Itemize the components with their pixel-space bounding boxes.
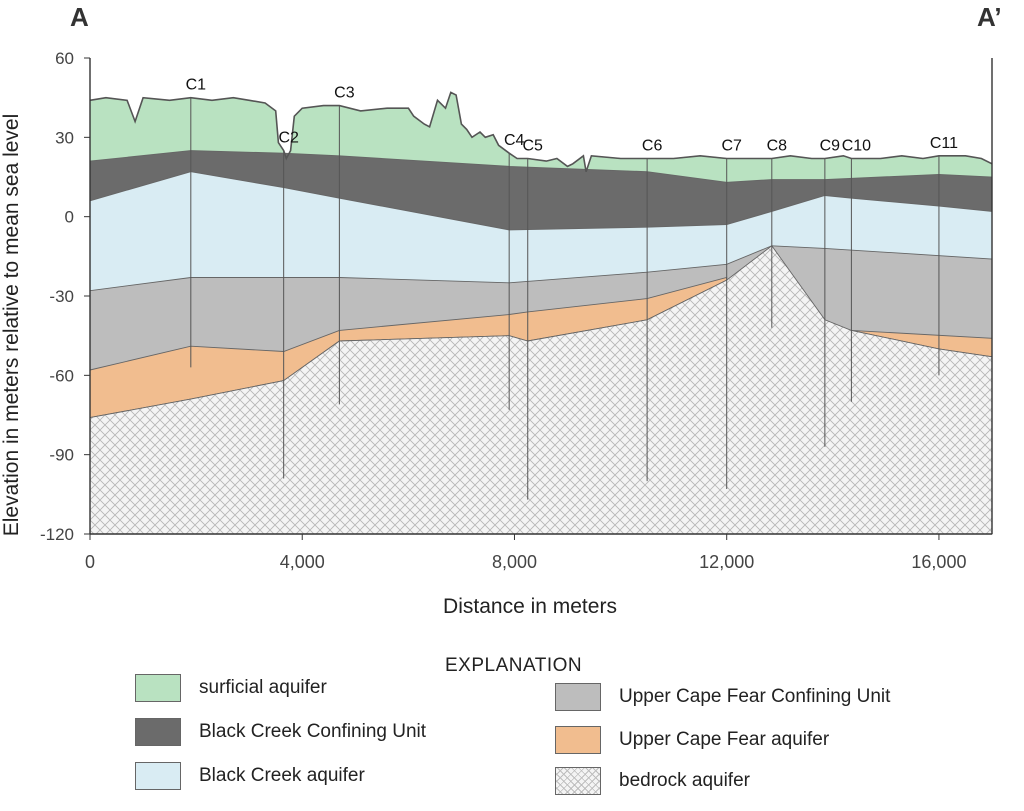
legend-item: Black Creek aquifer	[135, 762, 365, 790]
y-tick-label: 0	[65, 208, 74, 227]
y-tick-label: -90	[49, 446, 74, 465]
well-label-c4: C4	[504, 132, 525, 149]
legend-title: EXPLANATION	[445, 655, 583, 676]
legend-item: Black Creek Confining Unit	[135, 718, 426, 746]
well-label-c9: C9	[820, 137, 841, 154]
title-right: A’	[977, 2, 1002, 32]
legend-label: Upper Cape Fear Confining Unit	[619, 686, 891, 707]
x-tick-label: 0	[85, 552, 95, 572]
title-left: A	[70, 2, 89, 32]
x-tick-label: 4,000	[280, 552, 325, 572]
x-axis-label: Distance in meters	[443, 595, 617, 618]
legend-label: Upper Cape Fear aquifer	[619, 729, 830, 750]
well-label-c1: C1	[186, 77, 207, 94]
legend-swatch	[135, 718, 181, 746]
legend-swatch	[135, 674, 181, 702]
well-label-c2: C2	[278, 130, 299, 147]
legend-item: Upper Cape Fear Confining Unit	[555, 683, 890, 711]
well-label-c7: C7	[721, 137, 742, 154]
legend-label: surficial aquifer	[199, 677, 327, 698]
x-tick-label: 8,000	[492, 552, 537, 572]
well-label-c8: C8	[767, 137, 788, 154]
legend-swatch	[135, 762, 181, 790]
y-tick-label: -60	[49, 366, 74, 385]
well-label-c11: C11	[930, 135, 958, 152]
legend-label: bedrock aquifer	[619, 770, 750, 791]
legend-label: Black Creek aquifer	[199, 765, 365, 786]
y-axis-label: Elevation in meters relative to mean sea…	[0, 114, 23, 537]
x-tick-label: 12,000	[699, 552, 754, 572]
y-tick-label: -120	[40, 525, 74, 544]
legend-item: surficial aquifer	[135, 674, 327, 702]
well-label-c10: C10	[842, 137, 871, 154]
legend-item: Upper Cape Fear aquifer	[555, 726, 829, 754]
y-tick-label: -30	[49, 287, 74, 306]
legend-item: bedrock aquifer	[555, 767, 750, 795]
legend-swatch	[555, 726, 601, 754]
well-label-c6: C6	[642, 137, 663, 154]
legend-swatch	[555, 767, 601, 795]
y-tick-label: 30	[55, 128, 74, 147]
legend-swatch	[555, 683, 601, 711]
land-surface-line	[89, 91, 993, 172]
legend-label: Black Creek Confining Unit	[199, 721, 427, 742]
well-label-c3: C3	[334, 85, 355, 102]
well-label-c5: C5	[523, 137, 544, 154]
x-tick-label: 16,000	[911, 552, 966, 572]
y-tick-label: 60	[55, 49, 74, 68]
